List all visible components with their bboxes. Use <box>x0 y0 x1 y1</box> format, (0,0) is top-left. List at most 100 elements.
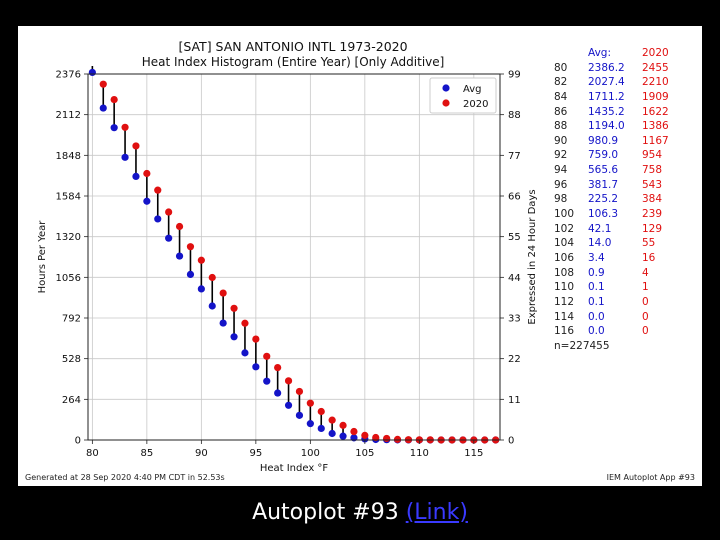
y-tick-label: 264 <box>62 395 81 406</box>
stats-row: 102 42.1 129 <box>554 222 662 237</box>
stats-year-value: 129 <box>642 222 663 235</box>
stats-heat-index: 92 <box>554 149 568 162</box>
stats-year-value: 0 <box>642 295 649 308</box>
y2-tick-label: 22 <box>508 354 521 365</box>
stats-row: 110 0.1 1 <box>554 280 649 295</box>
stats-year-value: 384 <box>642 193 663 206</box>
year-point <box>339 421 347 429</box>
stats-row: 98 225.2 384 <box>554 192 662 207</box>
stats-row: 94 565.6 758 <box>554 163 662 178</box>
stats-heat-index: 100 <box>554 208 575 221</box>
stats-avg-value: 0.9 <box>588 266 605 279</box>
stats-row: 106 3.4 16 <box>554 251 655 266</box>
stats-avg-value: 2027.4 <box>588 76 625 89</box>
avg-point <box>175 252 184 260</box>
stats-table: Avg: 2020 80 2386.2 2455 82 2027.4 2210 84 1711… <box>554 46 669 353</box>
figure-panel: [SAT] SAN ANTONIO INTL 1973-2020 Heat In… <box>18 26 702 486</box>
legend-avg-label: Avg <box>463 84 482 95</box>
year-point <box>132 142 140 150</box>
stats-avg-value: 565.6 <box>588 164 619 177</box>
x-tick-label: 85 <box>140 448 153 459</box>
avg-point <box>110 124 118 132</box>
y-tick-label: 1584 <box>56 192 81 203</box>
stats-year-value: 954 <box>642 149 663 162</box>
year-point <box>328 416 336 424</box>
stats-heat-index: 98 <box>554 193 568 206</box>
y2-tick-label: 0 <box>508 436 514 447</box>
stats-heat-index: 80 <box>554 61 568 74</box>
avg-point <box>208 302 216 310</box>
stats-heat-index: 104 <box>554 237 575 250</box>
year-point <box>306 399 314 407</box>
avg-point <box>252 363 260 371</box>
stats-avg-value: 0.1 <box>588 281 605 294</box>
stats-year-value: 1167 <box>642 134 669 147</box>
y-axis-label: Hours Per Year <box>37 220 48 294</box>
year-point <box>154 186 162 194</box>
y2-tick-label: 88 <box>508 110 521 121</box>
stats-row: 88 1194.0 1386 <box>554 119 669 134</box>
x-tick-label: 115 <box>464 448 483 459</box>
year-point <box>197 256 205 264</box>
stats-heat-index: 88 <box>554 120 568 133</box>
stats-heat-index: 112 <box>554 295 575 308</box>
stats-avg-value: 3.4 <box>588 251 605 264</box>
x-tick-label: 100 <box>301 448 320 459</box>
y-tick-label: 1320 <box>56 232 81 243</box>
year-point <box>186 243 195 251</box>
y2-tick-label: 77 <box>508 151 521 162</box>
stats-row: 96 381.7 543 <box>554 178 662 193</box>
y2-tick-label: 66 <box>508 192 521 203</box>
x-tick-label: 80 <box>86 448 99 459</box>
avg-point <box>99 104 107 112</box>
difference-stems <box>91 66 442 440</box>
year-point <box>121 123 129 131</box>
y-tick-label: 1056 <box>56 273 81 284</box>
avg-point <box>197 285 205 293</box>
stats-avg-value: 980.9 <box>588 134 619 147</box>
y2-tick-label: 44 <box>508 273 521 284</box>
year-point <box>274 364 282 372</box>
y2-axis-label: Expressed in 24 Hour Days <box>527 189 538 324</box>
y-axis-ticks: 0 264 528 792 1056 1320 1584 1848 2112 2376 <box>56 70 88 447</box>
year-point <box>284 377 293 385</box>
caption-text: Autoplot #93 <box>252 500 406 525</box>
year-point <box>110 95 118 104</box>
stats-row: 104 14.0 55 <box>554 236 655 251</box>
stats-year-value: 55 <box>642 237 656 250</box>
caption-link[interactable]: (Link) <box>405 500 468 525</box>
y2-tick-label: 33 <box>508 314 521 325</box>
stats-year-value: 0 <box>642 310 649 323</box>
stats-avg-value: 381.7 <box>588 178 619 191</box>
y2-tick-label: 11 <box>508 395 521 406</box>
avg-point <box>143 197 151 205</box>
avg-point <box>317 424 325 433</box>
avg-point <box>230 333 238 341</box>
avg-point <box>339 432 347 440</box>
grid-lines <box>88 73 500 441</box>
stats-year-value: 1909 <box>642 90 669 103</box>
stats-year-value: 1622 <box>642 105 669 118</box>
stats-heat-index: 90 <box>554 134 568 147</box>
stats-year-value: 2455 <box>642 61 669 74</box>
stats-heat-index: 82 <box>554 76 568 89</box>
generated-note: Generated at 28 Sep 2020 4:40 PM CDT in … <box>25 473 225 482</box>
year-point <box>317 407 325 416</box>
stats-row: 92 759.0 954 <box>554 148 662 163</box>
y-tick-label: 528 <box>62 354 81 365</box>
year-point <box>165 208 173 216</box>
app-note: IEM Autoplot App #93 <box>606 473 695 482</box>
avg-point <box>306 420 314 428</box>
stats-header-year: 2020 <box>642 47 669 59</box>
x-tick-label: 110 <box>410 448 429 459</box>
stats-year-value: 1 <box>642 281 649 294</box>
stats-year-value: 0 <box>642 325 649 338</box>
stats-heat-index: 116 <box>554 325 575 338</box>
year-point <box>175 222 184 231</box>
avg-point <box>328 429 336 438</box>
avg-point <box>88 68 96 77</box>
stats-avg-value: 1435.2 <box>588 105 625 118</box>
stats-row: 114 0.0 0 <box>554 310 649 325</box>
stats-year-value: 1386 <box>642 120 669 133</box>
stats-row: 86 1435.2 1622 <box>554 105 669 120</box>
